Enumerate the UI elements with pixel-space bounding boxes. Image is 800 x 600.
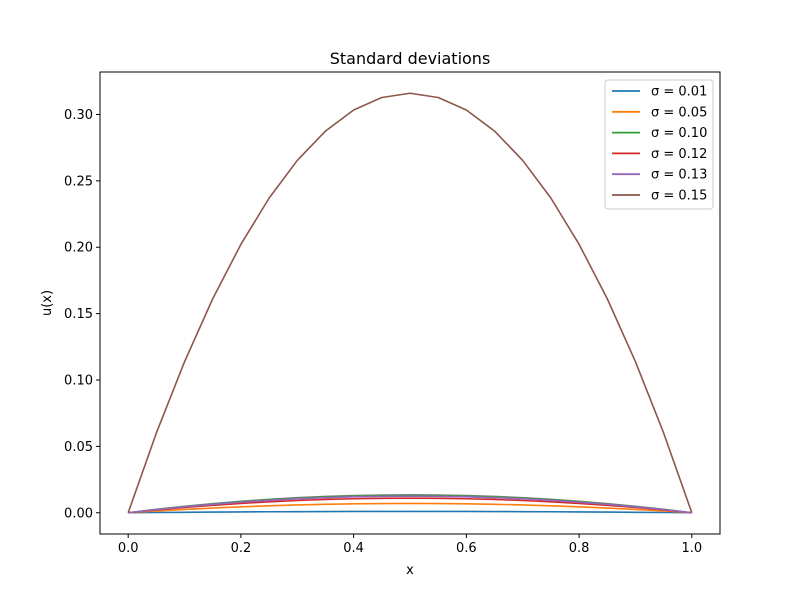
legend-label: σ = 0.01: [651, 85, 707, 100]
series-line-4: [128, 497, 692, 514]
x-tick-label: 0.4: [343, 541, 364, 556]
series-line-6: [127, 92, 693, 514]
x-axis-ticks: 0.0 0.2 0.4 0.6 0.8 1.0: [118, 534, 702, 556]
legend: σ = 0.01 σ = 0.05 σ = 0.10 σ = 0.12 σ = 0.13…: [604, 79, 714, 210]
y-tick-label: 0.25: [64, 174, 93, 189]
series-layer: [127, 92, 693, 514]
x-tick-label: 0.0: [118, 541, 139, 556]
legend-label: σ = 0.12: [651, 147, 707, 162]
series-line-2: [128, 502, 692, 514]
legend-label: σ = 0.15: [651, 189, 707, 204]
x-tick-label: 0.2: [231, 541, 252, 556]
y-tick-label: 0.10: [64, 374, 93, 389]
x-tick-label: 0.8: [569, 541, 590, 556]
y-tick-label: 0.15: [64, 307, 93, 322]
y-axis-ticks: 0.00 0.05 0.10 0.15 0.20 0.25 0.30: [64, 108, 100, 521]
y-tick-label: 0.00: [64, 506, 93, 521]
legend-label: σ = 0.10: [651, 126, 707, 141]
series-line-5: [128, 495, 692, 514]
y-tick-label: 0.05: [64, 440, 93, 455]
legend-label: σ = 0.13: [651, 168, 707, 183]
series-line-1: [128, 510, 692, 514]
y-axis-label: u(x): [40, 290, 55, 316]
y-tick-label: 0.30: [64, 108, 93, 123]
x-tick-label: 0.6: [456, 541, 477, 556]
axes-frame: [99, 71, 721, 535]
y-tick-label: 0.20: [64, 241, 93, 256]
chart-title: Standard deviations: [330, 49, 491, 68]
legend-label: σ = 0.05: [651, 105, 707, 120]
x-tick-label: 1.0: [681, 541, 702, 556]
x-axis-label: x: [406, 563, 414, 578]
plot-area: 0.0 0.2 0.4 0.6 0.8 1.0 0.000.050.100.150.200…: [64, 71, 721, 556]
